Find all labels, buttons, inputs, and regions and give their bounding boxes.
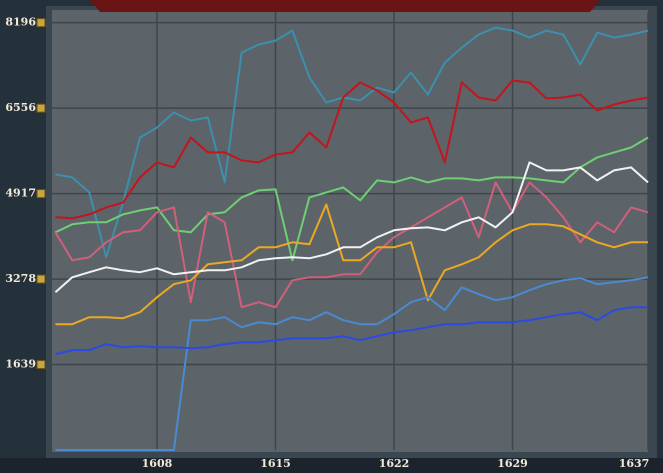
coin-icon [36,189,46,199]
series-line [55,276,649,451]
y-tick-label: 3278 [5,272,36,285]
coin-icon [36,103,46,113]
x-tick-label: 1608 [142,457,173,470]
series-line [55,79,649,220]
series-line [55,203,648,326]
x-tick-label: 1615 [260,457,291,470]
x-tick-label: 1622 [379,457,410,470]
x-tick-label: 1637 [619,457,650,470]
bottom-bar [0,458,663,473]
y-tick-label: 1639 [5,358,36,371]
coin-icon [36,360,46,370]
series-line [54,181,649,309]
y-tick-label: 6556 [5,101,36,114]
series-line [55,26,649,259]
title-banner [90,0,600,12]
x-tick-label: 1629 [497,457,528,470]
series-line [54,161,649,293]
series-line [54,136,649,262]
series-line [55,306,648,356]
y-tick-label: 8196 [5,16,36,29]
plot-area [52,10,648,452]
coin-icon [36,274,46,284]
coin-icon [36,18,46,28]
y-tick-label: 4917 [5,187,36,200]
